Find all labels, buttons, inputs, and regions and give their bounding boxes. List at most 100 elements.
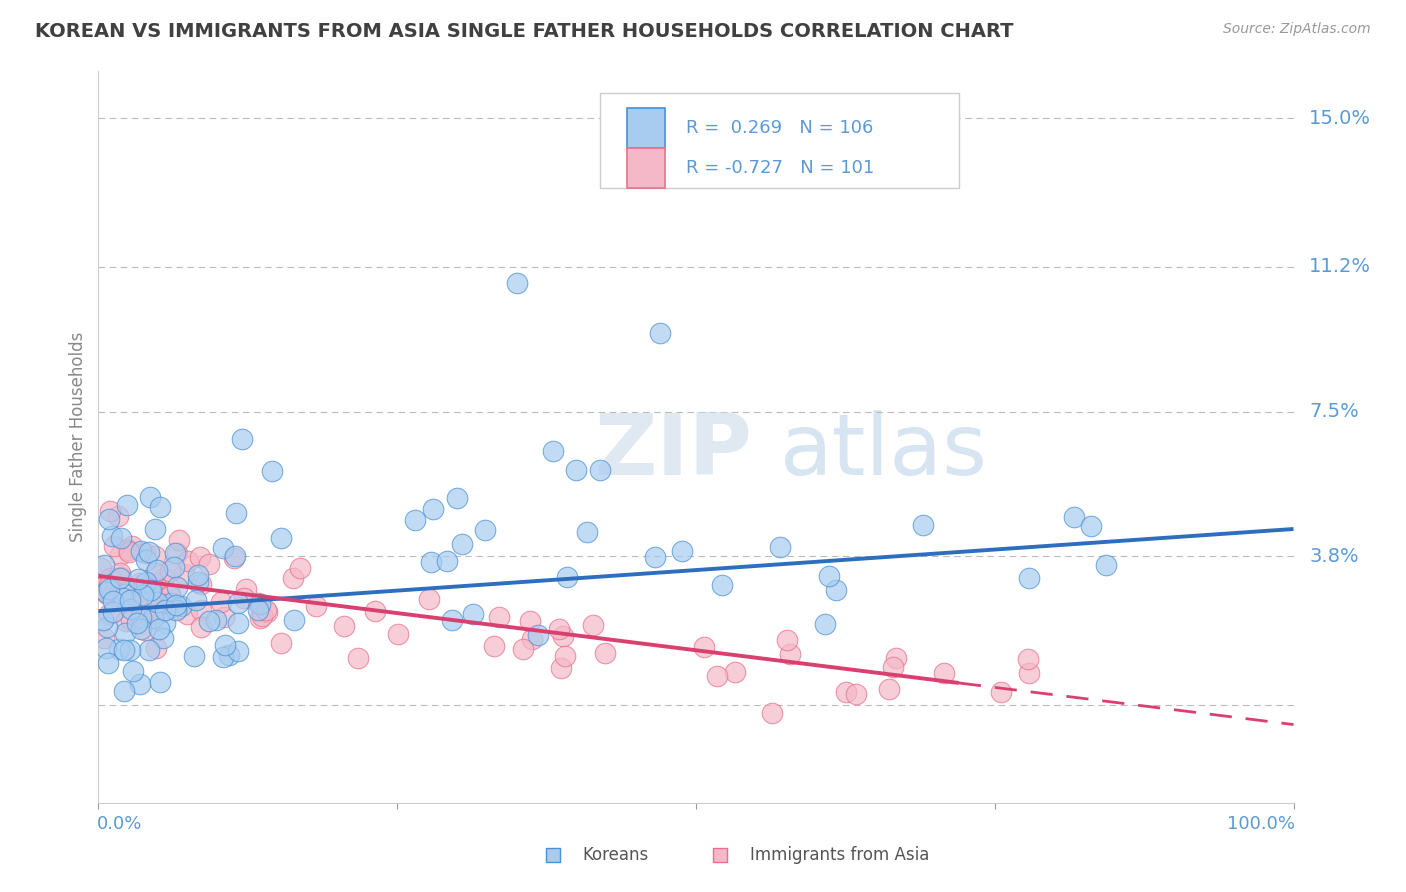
Point: [115, 614, 138, 628]
Point: [845, 687, 868, 701]
Point: [143, 566, 166, 580]
Point: [155, 595, 177, 609]
Point: [125, 615, 148, 630]
Point: [135, 553, 157, 567]
Point: [187, 568, 209, 582]
Point: [129, 544, 152, 558]
Point: [825, 582, 848, 597]
Point: [225, 506, 247, 520]
Point: [114, 642, 136, 657]
Point: [582, 618, 605, 632]
Point: [112, 684, 135, 698]
Text: Koreans: Koreans: [582, 847, 648, 864]
Point: [97, 512, 120, 526]
Point: [211, 541, 233, 555]
Point: [224, 549, 246, 564]
Point: [122, 664, 145, 678]
Point: [165, 603, 187, 617]
Point: [769, 540, 792, 554]
Point: [159, 596, 181, 610]
Point: [817, 569, 839, 583]
Point: [107, 642, 129, 657]
Point: [114, 586, 136, 600]
Point: [150, 597, 173, 611]
Point: [138, 545, 160, 559]
Point: [436, 554, 458, 568]
Point: [190, 577, 212, 591]
Point: [118, 593, 141, 607]
Point: [138, 490, 160, 504]
Point: [187, 574, 209, 589]
Point: [422, 502, 444, 516]
Point: [488, 610, 510, 624]
Point: [148, 622, 170, 636]
Point: [420, 555, 443, 569]
Point: [159, 564, 181, 578]
Point: [305, 599, 328, 614]
Point: [512, 641, 534, 656]
Point: [94, 579, 117, 593]
Point: [779, 647, 801, 661]
Point: [98, 572, 121, 586]
Point: [209, 595, 232, 609]
Point: [132, 577, 155, 591]
Point: [120, 613, 142, 627]
Text: 15.0%: 15.0%: [1309, 109, 1371, 128]
Y-axis label: Single Father Households: Single Father Households: [69, 332, 87, 542]
Point: [98, 582, 121, 596]
Point: [100, 529, 122, 543]
Point: [149, 500, 172, 515]
Point: [108, 571, 131, 585]
Point: [143, 523, 166, 537]
Point: [226, 644, 249, 658]
Point: [644, 549, 666, 564]
Point: [190, 620, 212, 634]
Point: [205, 613, 228, 627]
Point: [111, 591, 134, 605]
Point: [761, 706, 783, 720]
Text: R = -0.727   N = 101: R = -0.727 N = 101: [686, 159, 875, 177]
Point: [252, 609, 274, 624]
Point: [877, 681, 900, 696]
Point: [222, 550, 245, 565]
Point: [441, 614, 464, 628]
Point: [671, 543, 693, 558]
Point: [103, 539, 125, 553]
Point: [94, 576, 117, 591]
Point: [143, 575, 166, 590]
Point: [127, 572, 149, 586]
Point: [108, 566, 131, 580]
Point: [346, 651, 368, 665]
Point: [98, 578, 121, 592]
Point: [710, 578, 733, 592]
Point: [134, 546, 156, 560]
Point: [114, 625, 136, 640]
Point: [281, 571, 304, 585]
Text: ZIP: ZIP: [595, 410, 752, 493]
Point: [129, 575, 152, 590]
Point: [146, 563, 169, 577]
Point: [91, 613, 114, 627]
Point: [519, 614, 541, 628]
Point: [89, 582, 111, 597]
Point: [589, 463, 612, 477]
Point: [145, 640, 167, 655]
Point: [262, 464, 284, 478]
Point: [364, 604, 387, 618]
Point: [283, 613, 305, 627]
Point: [173, 567, 195, 582]
Point: [97, 656, 120, 670]
Point: [89, 581, 111, 595]
Point: [148, 591, 170, 606]
Point: [212, 609, 235, 624]
Point: [90, 560, 112, 574]
Point: [110, 531, 132, 545]
Point: [166, 602, 188, 616]
Point: [235, 582, 257, 597]
Point: [135, 575, 157, 590]
Point: [115, 498, 138, 512]
Point: [110, 570, 132, 584]
Point: [1017, 652, 1039, 666]
Point: [188, 550, 211, 565]
Point: [835, 685, 858, 699]
